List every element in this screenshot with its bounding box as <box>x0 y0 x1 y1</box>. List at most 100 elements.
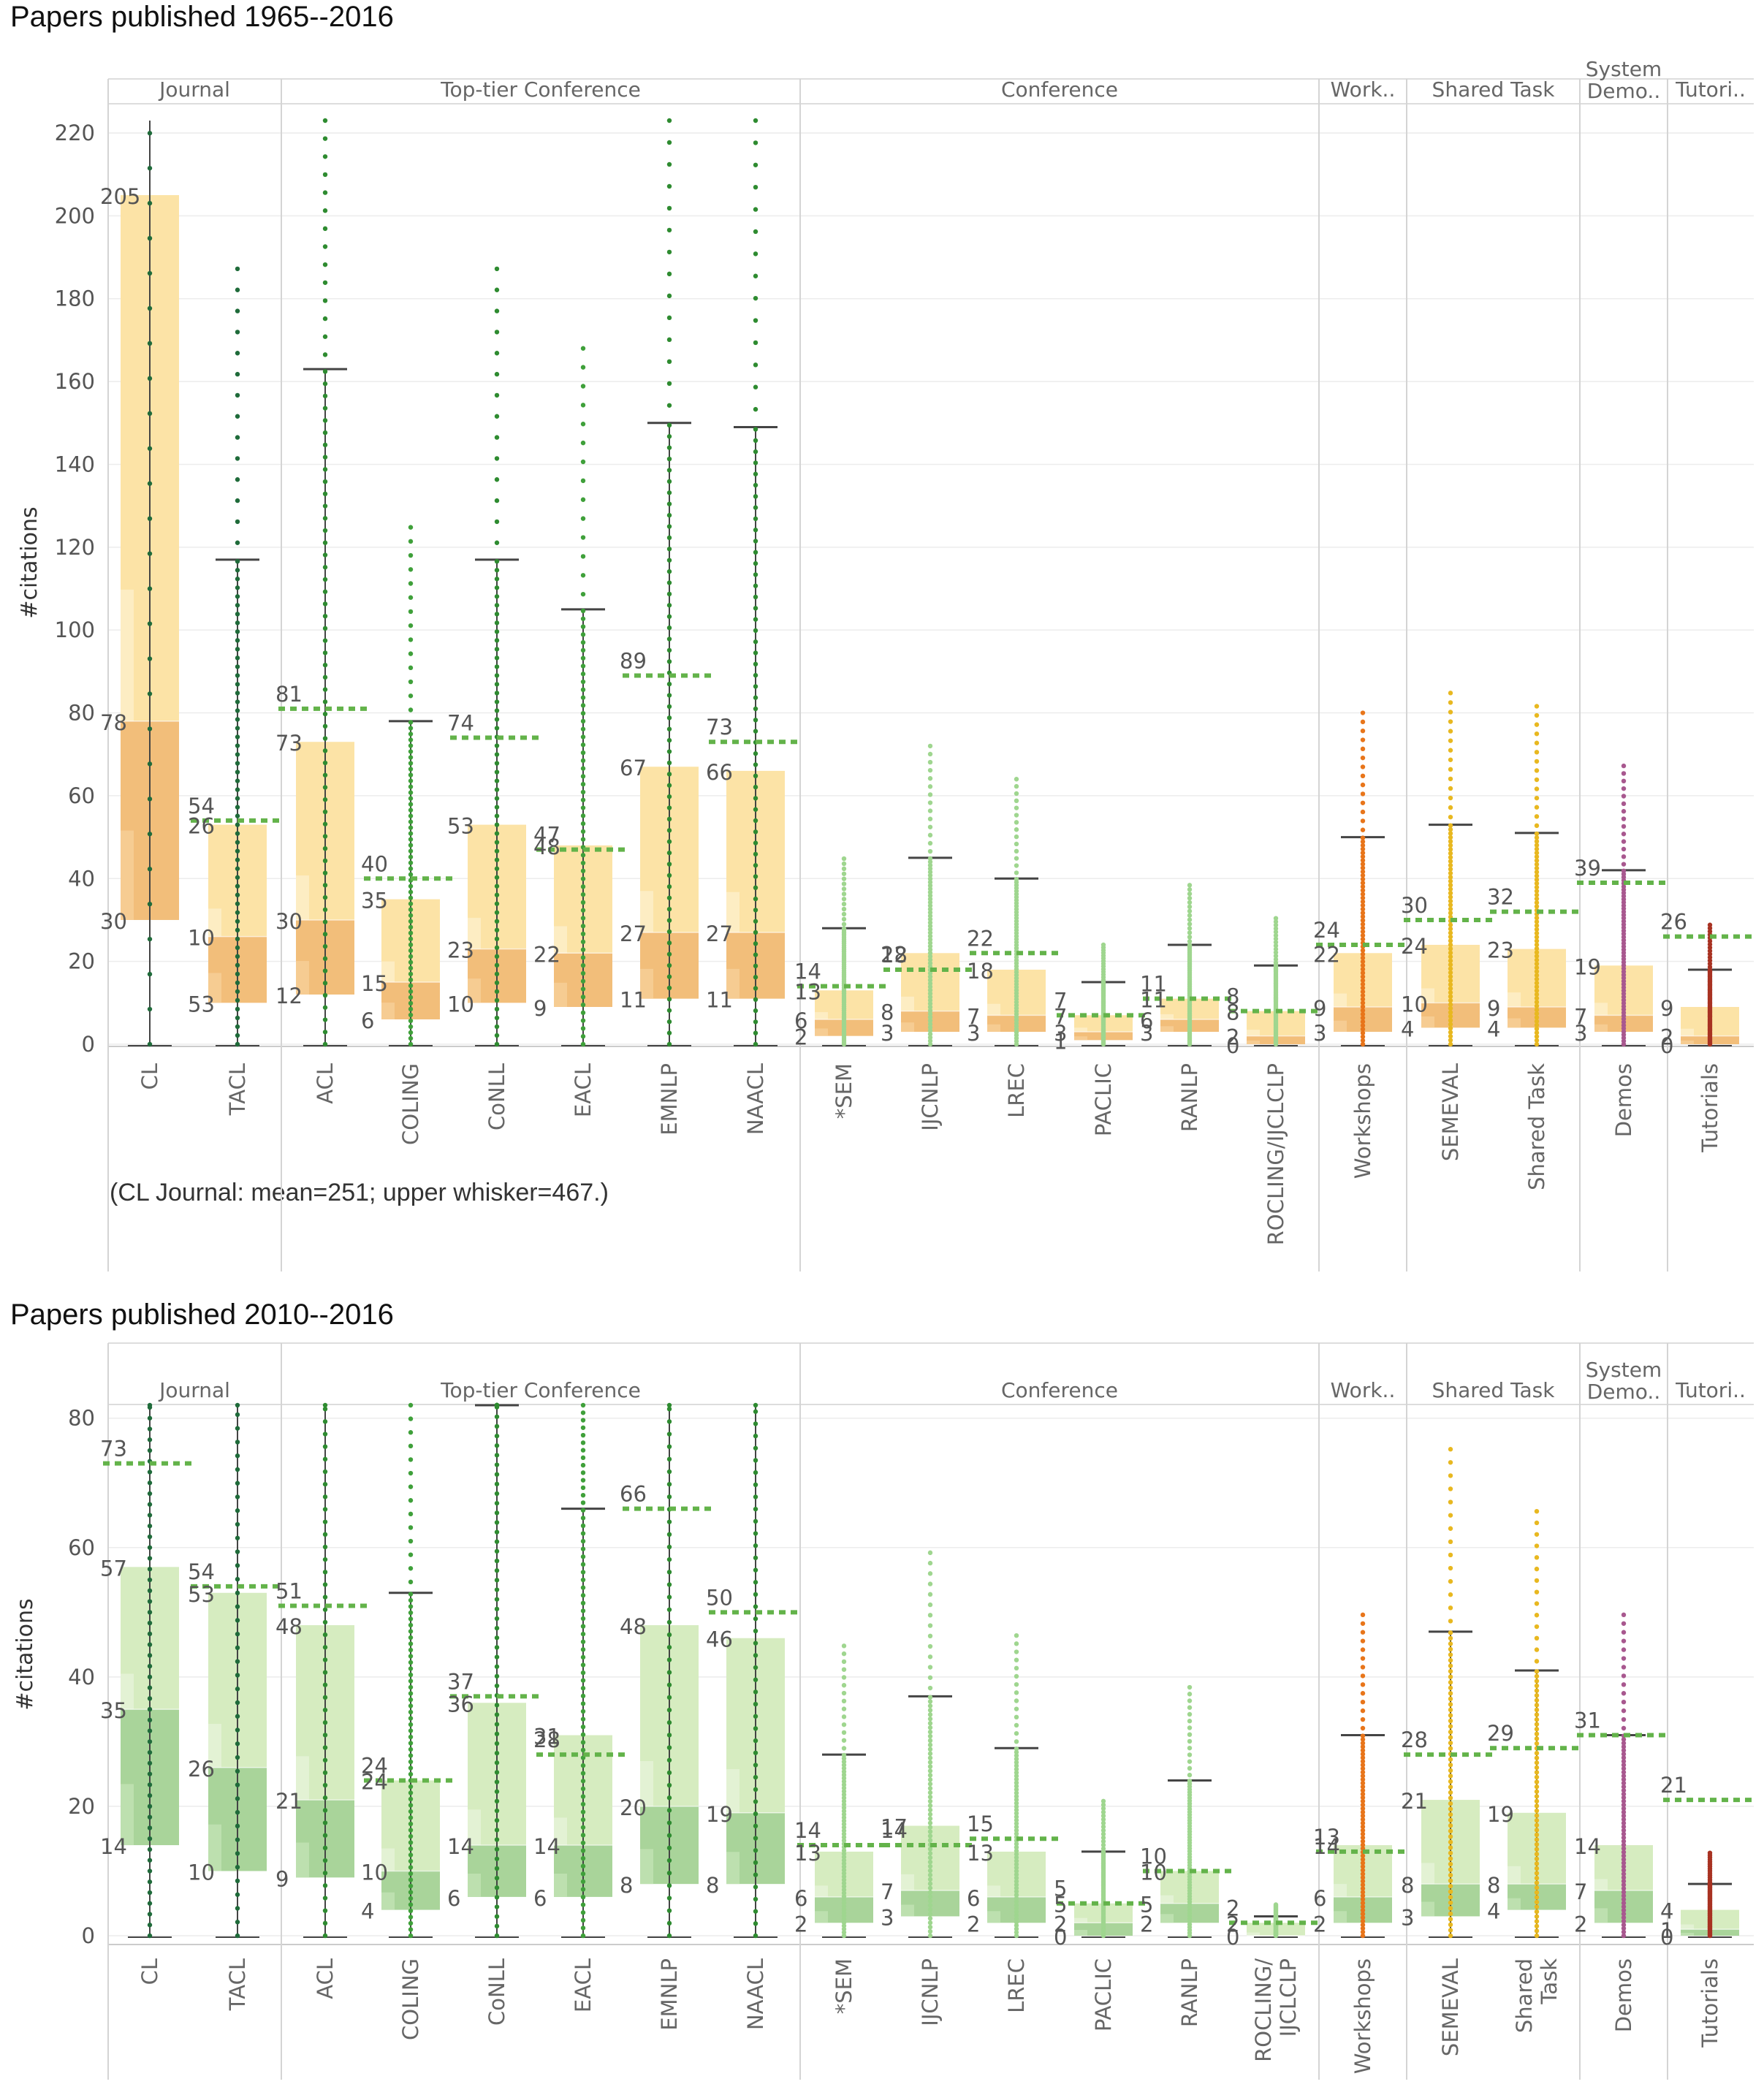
data-point <box>1360 1038 1366 1044</box>
data-point <box>408 720 414 725</box>
category-label: EACL <box>571 1958 596 2012</box>
data-point <box>235 540 240 545</box>
data-point <box>494 1024 500 1030</box>
data-point <box>408 1679 414 1684</box>
data-point <box>1448 886 1453 892</box>
data-point <box>408 913 414 918</box>
data-point <box>927 1751 933 1756</box>
data-point <box>1014 1912 1019 1918</box>
data-point <box>580 1462 586 1468</box>
data-point <box>580 440 586 446</box>
data-point <box>580 1034 586 1039</box>
data-point <box>322 1532 328 1537</box>
data-point <box>147 1879 153 1885</box>
data-point <box>494 1443 500 1448</box>
data-point <box>927 1777 933 1782</box>
data-point <box>322 626 328 631</box>
data-point <box>235 840 240 845</box>
data-point <box>1534 1736 1540 1741</box>
data-point <box>147 1402 153 1408</box>
value-label: 11 <box>620 988 647 1013</box>
data-point <box>408 1703 414 1708</box>
data-point <box>408 1604 414 1609</box>
value-label: 14 <box>1574 1834 1601 1859</box>
data-point <box>927 1592 933 1597</box>
data-point <box>841 1890 847 1896</box>
data-point <box>1100 1846 1106 1852</box>
value-label: 35 <box>361 889 388 913</box>
data-point <box>1014 1780 1019 1785</box>
data-point <box>927 984 933 989</box>
data-point <box>1360 1770 1366 1775</box>
data-point <box>841 901 847 907</box>
data-point <box>927 1933 933 1939</box>
data-point <box>1360 1860 1366 1866</box>
value-label: 2 <box>794 1025 807 1050</box>
data-point <box>1360 1926 1366 1931</box>
data-point <box>322 1845 328 1851</box>
data-point <box>1448 1718 1453 1724</box>
data-point <box>927 940 933 946</box>
data-point <box>322 1570 328 1575</box>
data-point <box>408 1654 414 1659</box>
value-label: 7 <box>967 1004 980 1029</box>
data-point <box>235 371 240 377</box>
mean-label: 50 <box>706 1585 733 1610</box>
data-point <box>580 1825 586 1830</box>
data-point <box>1534 1669 1540 1674</box>
data-point <box>147 761 153 767</box>
data-point <box>1360 978 1366 983</box>
value-label: 53 <box>188 1582 215 1607</box>
data-point <box>408 1734 414 1740</box>
data-point <box>1448 926 1453 932</box>
data-point <box>494 919 500 924</box>
box-shade <box>1074 1036 1087 1041</box>
data-point <box>1534 1837 1540 1842</box>
data-point <box>1534 1899 1540 1905</box>
data-point <box>494 1587 500 1592</box>
data-point <box>408 778 414 783</box>
data-point <box>666 1041 672 1047</box>
data-point <box>666 828 672 833</box>
data-point <box>494 330 500 335</box>
group-header: Conference <box>1001 1378 1118 1402</box>
box-shade <box>815 1911 828 1923</box>
box-shade <box>1421 1863 1434 1885</box>
value-label: 24 <box>361 1770 388 1795</box>
data-point <box>1534 900 1540 905</box>
data-point <box>322 1402 328 1408</box>
data-point <box>580 1732 586 1737</box>
data-point <box>1014 791 1019 797</box>
data-point <box>580 908 586 913</box>
data-point <box>753 975 759 980</box>
data-point <box>235 612 240 617</box>
data-point <box>494 1414 500 1419</box>
value-label: 7 <box>1054 1004 1067 1029</box>
data-point <box>235 1823 240 1829</box>
data-point <box>1621 1673 1627 1679</box>
data-point <box>1707 929 1713 934</box>
data-point <box>1360 1733 1366 1738</box>
data-point <box>322 244 328 249</box>
data-point <box>927 1928 933 1934</box>
data-point <box>1014 1739 1019 1744</box>
data-point <box>494 540 500 545</box>
value-label: 3 <box>1313 1021 1326 1046</box>
data-point <box>1707 958 1713 963</box>
box-shade <box>987 1885 1000 1897</box>
data-point <box>322 907 328 913</box>
data-point <box>1534 942 1540 948</box>
data-point <box>1360 929 1366 935</box>
data-point <box>753 784 759 790</box>
data-point <box>494 910 500 915</box>
data-point <box>494 848 500 854</box>
data-point <box>235 752 240 757</box>
value-label: 8 <box>1487 1873 1500 1898</box>
data-point <box>1360 835 1366 840</box>
data-point <box>1534 1589 1540 1594</box>
value-label: 19 <box>1574 954 1601 979</box>
data-point <box>322 1883 328 1888</box>
data-point <box>927 1602 933 1608</box>
box-shade <box>1681 1040 1694 1044</box>
data-point <box>753 1848 759 1853</box>
